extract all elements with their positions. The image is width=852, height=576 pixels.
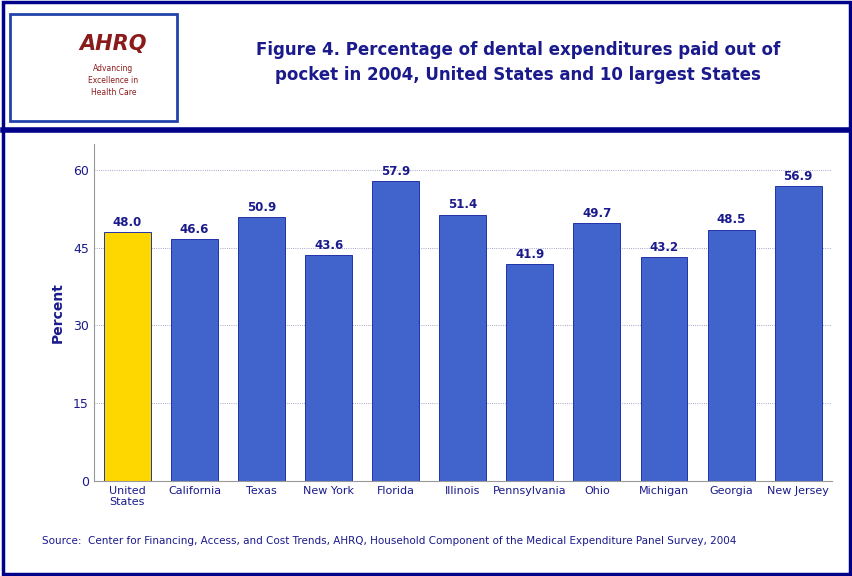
Text: 56.9: 56.9 (782, 170, 812, 183)
Text: 51.4: 51.4 (447, 198, 477, 211)
Bar (707, 230, 754, 481)
Text: AHRQ: AHRQ (79, 34, 147, 54)
Text: Figure 4. Percentage of dental expenditures paid out of
pocket in 2004, United S: Figure 4. Percentage of dental expenditu… (256, 41, 780, 84)
Bar (774, 186, 820, 481)
Text: 43.2: 43.2 (648, 241, 677, 254)
Text: Advancing
Excellence in
Health Care: Advancing Excellence in Health Care (89, 64, 138, 97)
Bar (573, 223, 619, 481)
Text: 46.6: 46.6 (180, 223, 209, 236)
Bar (238, 217, 285, 481)
Text: 57.9: 57.9 (381, 165, 410, 177)
Text: 41.9: 41.9 (515, 248, 544, 260)
Bar (170, 240, 217, 481)
Bar (371, 181, 418, 481)
Text: 48.5: 48.5 (716, 214, 745, 226)
Text: 43.6: 43.6 (314, 239, 343, 252)
Text: 48.0: 48.0 (112, 216, 141, 229)
Bar (305, 255, 352, 481)
Bar (640, 257, 687, 481)
Y-axis label: Percent: Percent (51, 282, 65, 343)
Bar (104, 232, 151, 481)
Bar (439, 214, 486, 481)
Text: 49.7: 49.7 (582, 207, 611, 220)
Text: Source:  Center for Financing, Access, and Cost Trends, AHRQ, Household Componen: Source: Center for Financing, Access, an… (42, 536, 735, 547)
Bar (506, 264, 553, 481)
Text: 50.9: 50.9 (246, 201, 276, 214)
